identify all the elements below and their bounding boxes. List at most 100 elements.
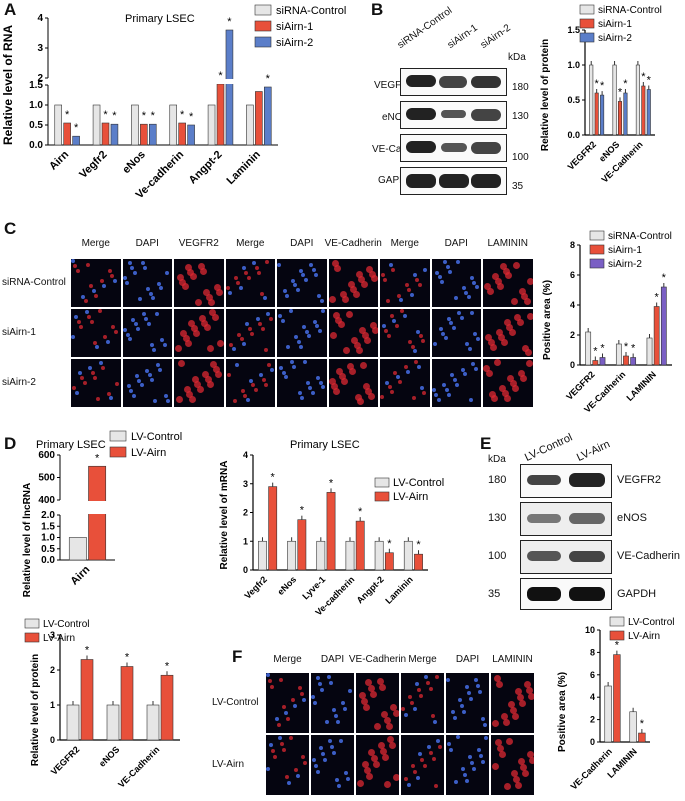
chart-b-ylabel: Relative level of protein — [540, 39, 551, 151]
axis-break — [49, 79, 279, 84]
bar — [630, 357, 637, 366]
kda-label: kDa — [508, 52, 526, 63]
y-tick-label: 0.5 — [567, 95, 580, 105]
y-tick-label: 500 — [38, 473, 55, 484]
bar — [615, 343, 622, 366]
micro-row-label: siAirn-1 — [2, 327, 36, 338]
blot-strip — [400, 134, 507, 162]
bar — [600, 94, 605, 136]
bar — [403, 540, 413, 571]
chart-a-title: Primary LSEC — [125, 13, 195, 25]
y-tick-label: 6 — [590, 670, 595, 680]
chart-d1-ylabel: Relative level of lncRNA — [22, 483, 33, 597]
bar — [623, 355, 629, 366]
significance-star: * — [103, 109, 108, 121]
legend-label: LV-Airn — [43, 633, 75, 644]
lane-label: siRNA-Control — [395, 5, 455, 51]
micrograph-tile — [277, 309, 327, 357]
y-tick-label: 0 — [243, 565, 248, 575]
legend-swatch — [589, 258, 605, 269]
significance-star: * — [329, 477, 334, 489]
significance-star: * — [65, 109, 70, 121]
legend-label: LV-Control — [393, 477, 444, 489]
panel-label-c: C — [4, 219, 17, 238]
significance-star: * — [180, 109, 185, 121]
y-tick-label: 1 — [243, 536, 248, 546]
bar — [355, 520, 365, 571]
bar — [106, 704, 120, 741]
y-tick-label: 8 — [570, 240, 575, 250]
micrograph-tile — [328, 309, 378, 357]
significance-star: * — [165, 660, 170, 672]
micrograph-tile — [328, 259, 378, 307]
y-tick-label: 0 — [50, 735, 55, 745]
significance-star: * — [641, 71, 646, 83]
bar — [660, 286, 667, 366]
y-tick-label: 3 — [50, 630, 55, 640]
legend-label: siAirn-1 — [276, 21, 313, 33]
bar — [160, 674, 174, 741]
micrograph-tile — [401, 735, 444, 795]
panel-label-e: E — [480, 434, 492, 453]
micrograph-tile — [491, 735, 534, 795]
significance-star: * — [142, 110, 147, 122]
legend-label: siAirn-1 — [608, 245, 642, 256]
micrograph-tile — [356, 735, 399, 795]
bar — [612, 64, 617, 136]
panel-label-b: B — [371, 0, 384, 19]
y-tick-label: 2 — [37, 73, 43, 84]
category-label: VEGFR2 — [566, 139, 599, 172]
micro-col-label: Merge — [273, 654, 302, 665]
bar — [187, 124, 195, 146]
bar — [653, 306, 660, 366]
bar — [592, 360, 599, 366]
micrograph-tile — [71, 259, 121, 307]
micrograph-tile — [401, 673, 444, 733]
significance-star: * — [647, 75, 652, 87]
y-tick-label: 0 — [570, 360, 575, 370]
category-label: Airn — [68, 563, 92, 587]
micro-row-label: LV-Airn — [212, 759, 245, 770]
bar — [66, 704, 80, 741]
kda-marker: 100 — [512, 152, 529, 163]
micro-col-label: LAMININ — [487, 238, 529, 249]
micrograph-tile — [431, 359, 481, 407]
micro-f: Merge DAPI VE-Cadherin Merge DAPI LAMININ LV-C… — [210, 650, 540, 800]
bar — [72, 135, 80, 146]
category-label: Lyve-1 — [300, 574, 327, 601]
chart-d3-ylabel: Relative level of protein — [30, 654, 41, 766]
significance-star: * — [227, 16, 232, 28]
lane-label: siAirn-2 — [478, 22, 513, 51]
category-label: LAMININ — [624, 369, 658, 403]
kda-marker: 35 — [512, 181, 524, 192]
significance-star: * — [615, 640, 620, 652]
blot-strip — [400, 101, 507, 129]
chart-d1: Primary LSEC Relative level of lncRNA 0.… — [22, 430, 182, 597]
blot-strip — [520, 464, 612, 498]
bar — [374, 540, 384, 571]
micrograph-tile — [277, 259, 327, 307]
bar — [131, 104, 139, 146]
blot-strip — [520, 502, 612, 536]
bar — [54, 104, 62, 146]
chart-d2: Primary LSEC Relative level of mRNA 0 1 2 3… — [219, 439, 444, 615]
micrograph-tile — [174, 259, 224, 307]
y-tick-label: 1.0 — [29, 100, 43, 111]
legend-label: LV-Control — [628, 617, 675, 628]
bar — [140, 123, 148, 146]
bar — [101, 122, 110, 146]
category-label: Laminin — [225, 148, 264, 187]
micrograph-tile — [491, 673, 534, 733]
micro-col-label: VE-Cadherin — [348, 654, 407, 665]
bar — [268, 486, 278, 571]
blot-row-label: VEGFR2 — [374, 80, 415, 91]
chart-f: Positive area (%) 0246810*VE-Cadherin*LA… — [557, 616, 675, 792]
bar — [585, 331, 592, 366]
bar — [589, 64, 594, 136]
blot-strip — [400, 167, 507, 195]
category-label: eNOS — [97, 744, 121, 768]
bar — [384, 552, 394, 571]
bar — [110, 123, 119, 146]
micro-col-label: Merge — [236, 238, 265, 249]
micro-col-label: LAMININ — [492, 654, 533, 665]
